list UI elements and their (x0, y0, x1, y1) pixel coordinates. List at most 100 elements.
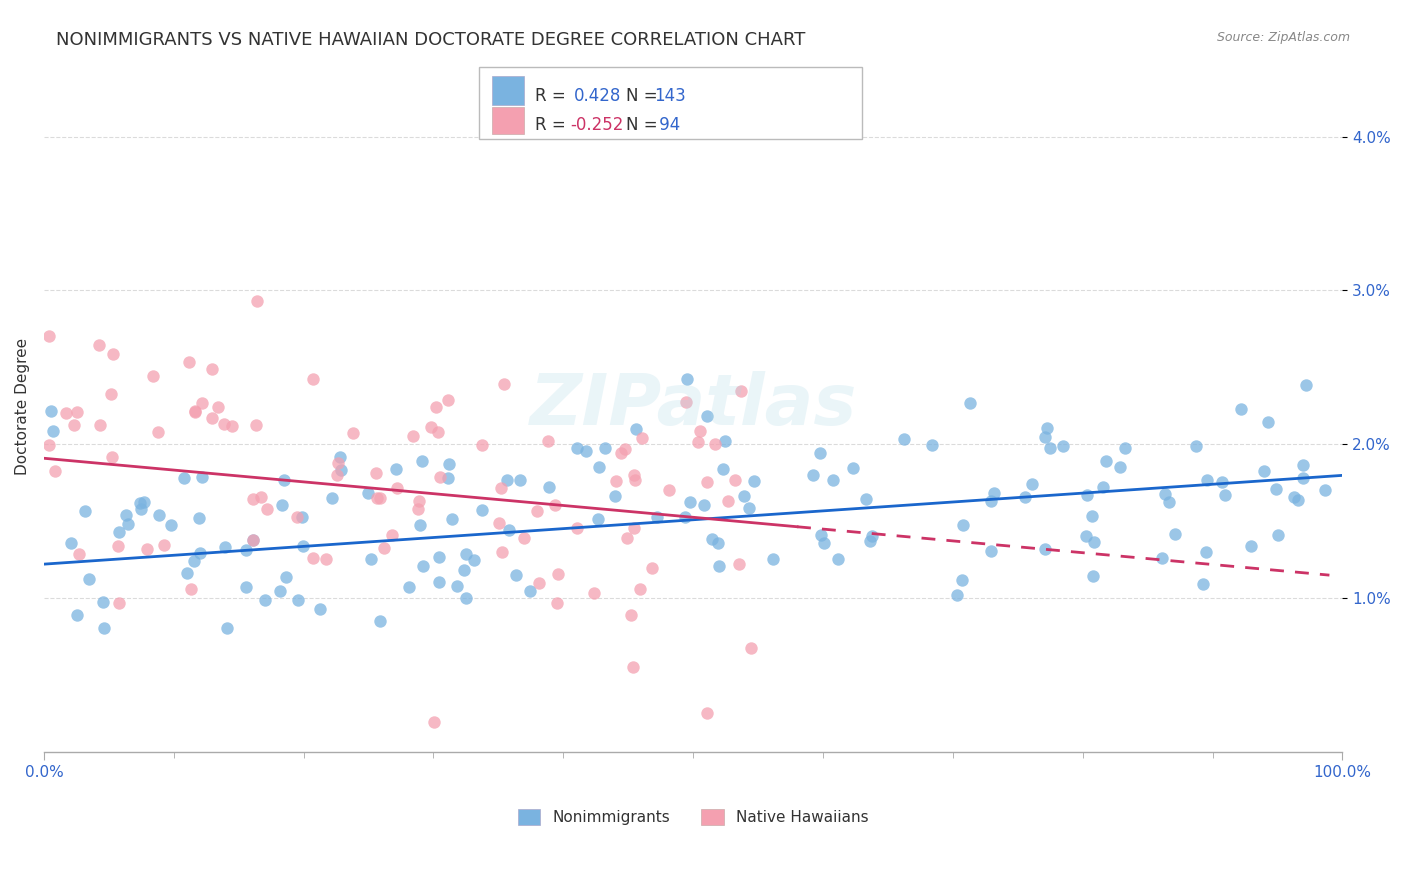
Point (276, 570, 298, 584)
Point (567, 520, 589, 534)
Point (623, 521, 645, 535)
Point (246, 294, 269, 309)
Point (742, 475, 765, 489)
Point (529, 576, 551, 591)
Point (1292, 458, 1315, 473)
Point (1253, 464, 1275, 478)
Point (425, 401, 447, 415)
Point (983, 486, 1005, 500)
Point (269, 584, 291, 599)
Point (101, 347, 124, 361)
Point (325, 467, 347, 482)
Point (706, 536, 728, 550)
Point (1033, 430, 1056, 444)
Point (441, 512, 464, 526)
Point (117, 516, 139, 531)
Point (59, 536, 82, 550)
Point (1265, 482, 1288, 496)
Point (860, 529, 883, 543)
Text: Source: ZipAtlas.com: Source: ZipAtlas.com (1216, 31, 1350, 45)
Point (728, 557, 751, 571)
Point (360, 552, 382, 566)
Point (582, 585, 605, 599)
Legend: Nonimmigrants, Native Hawaiians: Nonimmigrants, Native Hawaiians (510, 802, 876, 833)
Point (801, 468, 824, 483)
Point (496, 473, 519, 487)
Point (724, 473, 747, 487)
Point (67, 547, 90, 561)
Point (1035, 542, 1057, 557)
Point (66, 405, 89, 419)
Point (446, 579, 468, 593)
Point (1315, 483, 1337, 497)
Point (453, 563, 475, 577)
Point (321, 491, 343, 506)
Point (93, 621, 115, 635)
Point (73, 504, 96, 518)
Point (717, 493, 740, 508)
Text: R =: R = (534, 87, 571, 105)
Point (1197, 473, 1219, 487)
Point (1095, 454, 1118, 468)
Point (429, 470, 451, 484)
Point (703, 437, 725, 451)
Point (471, 438, 494, 452)
Point (1286, 493, 1309, 508)
Point (285, 510, 308, 524)
Point (616, 531, 638, 545)
Point (368, 491, 391, 506)
Point (463, 553, 485, 567)
Point (129, 496, 152, 510)
Point (1195, 545, 1218, 559)
Point (536, 434, 558, 449)
Point (366, 491, 388, 506)
Point (859, 534, 882, 549)
Point (623, 660, 645, 674)
Point (242, 533, 264, 547)
Point (1257, 415, 1279, 429)
Point (62, 418, 84, 433)
Point (420, 419, 443, 434)
Point (1083, 569, 1105, 583)
Point (979, 494, 1001, 508)
Point (813, 535, 835, 549)
Point (152, 538, 174, 552)
Point (808, 445, 831, 459)
Point (411, 454, 433, 468)
Point (183, 554, 205, 568)
Point (385, 462, 408, 476)
Point (1052, 439, 1074, 453)
Point (385, 481, 408, 495)
Point (368, 615, 391, 629)
Point (821, 474, 844, 488)
Point (1164, 527, 1187, 541)
Point (526, 504, 548, 518)
Point (55, 406, 77, 420)
Point (429, 549, 451, 564)
Bar (492, 107, 524, 134)
Point (184, 404, 207, 418)
Point (689, 425, 711, 439)
Point (42, 424, 65, 438)
Point (1081, 508, 1104, 523)
Point (624, 422, 647, 436)
Point (714, 434, 737, 448)
Point (250, 490, 273, 504)
Point (494, 377, 516, 392)
Point (513, 531, 536, 545)
Point (762, 552, 785, 566)
Point (565, 441, 588, 455)
Point (142, 368, 165, 383)
Point (827, 551, 849, 566)
Point (180, 582, 202, 596)
Point (631, 431, 654, 445)
Point (489, 481, 512, 495)
Point (423, 714, 446, 729)
Text: R =: R = (534, 116, 571, 135)
Point (610, 446, 633, 460)
Point (605, 475, 627, 489)
Point (588, 459, 610, 474)
Text: 143: 143 (654, 87, 686, 105)
Point (893, 432, 915, 446)
Point (412, 558, 434, 573)
